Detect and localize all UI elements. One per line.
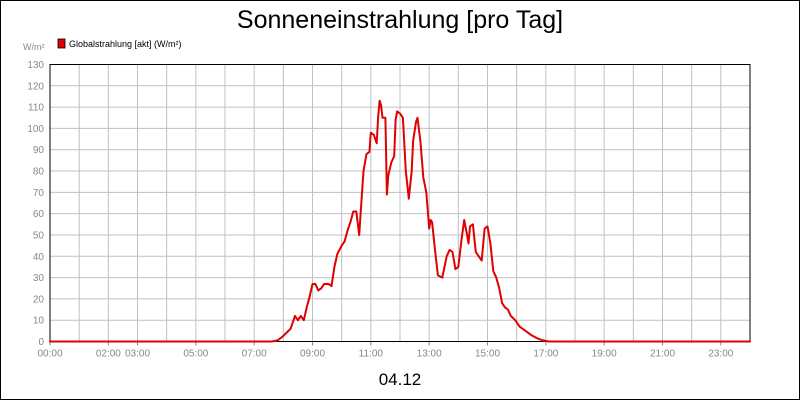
y-tick-label: 110 [28, 103, 44, 114]
x-tick-label: 23:00 [708, 349, 733, 360]
series-line-globalstrahlung [49, 99, 751, 343]
x-tick-label: 13:00 [417, 349, 442, 360]
y-tick-label: 10 [33, 316, 45, 327]
legend-entry-label: Globalstrahlung [akt] (W/m²) [69, 39, 182, 49]
x-tick-label: 11:00 [359, 349, 384, 360]
x-tick-label: 19:00 [592, 349, 617, 360]
y-tick-label: 20 [33, 294, 45, 305]
y-tick-label: 90 [33, 145, 45, 156]
plot-area-border [49, 64, 751, 342]
y-tick-label: 50 [33, 230, 45, 241]
y-tick-label: 100 [27, 124, 44, 135]
x-tick-label: 07:00 [242, 349, 267, 360]
y-axis-unit-label: W/m² [23, 42, 45, 52]
x-tick-label: 02:00 [96, 349, 121, 360]
grid-lines [50, 64, 750, 342]
x-axis-date-label: 04.12 [379, 370, 422, 389]
y-tick-label: 40 [33, 252, 45, 263]
x-tick-label: 17:00 [533, 349, 558, 360]
y-axis-ticks: 0 10 20 30 40 50 60 70 80 90 100 110 120 130 [27, 60, 44, 348]
x-tick-label: 03:00 [125, 349, 150, 360]
y-tick-label: 120 [27, 81, 44, 92]
y-tick-label: 80 [33, 167, 45, 178]
chart-title: Sonneneinstrahlung [pro Tag] [237, 6, 563, 34]
x-tick-label: 00:00 [37, 349, 62, 360]
y-tick-label: 60 [33, 209, 45, 220]
x-tick-label: 05:00 [183, 349, 208, 360]
x-tick-label: 09:00 [300, 349, 325, 360]
series-layer [49, 99, 751, 343]
legend-swatch [57, 38, 66, 49]
y-tick-label: 0 [38, 337, 44, 348]
x-axis-ticks: 00:00 02:00 03:00 05:00 07:00 09:00 11:00 13:00… [37, 341, 734, 360]
y-tick-label: 30 [33, 273, 45, 284]
x-tick-label: 15:00 [475, 349, 500, 360]
y-tick-label: 70 [33, 188, 45, 199]
legend: Globalstrahlung [akt] (W/m²) [57, 38, 182, 49]
x-tick-label: 21:00 [650, 349, 675, 360]
y-tick-label: 130 [27, 60, 44, 71]
